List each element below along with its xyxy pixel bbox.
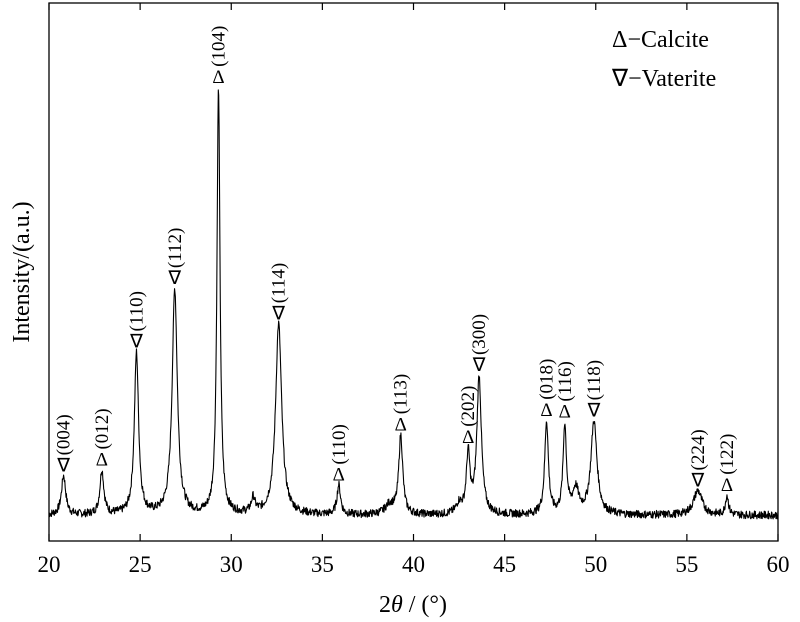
peak-hkl-label: (110) [126,291,147,331]
legend-symbol-calcite: Δ [612,27,627,53]
x-tick-label: 45 [493,552,516,577]
peak-hkl-label: (104) [208,26,229,67]
vaterite-marker: ∇ [472,355,486,376]
calcite-marker: Δ [395,414,407,435]
vaterite-marker: ∇ [167,268,181,289]
legend-item-vaterite: ∇−Vaterite [611,66,716,92]
y-axis-title: Intensity/(a.u.) [9,201,35,342]
calcite-marker: Δ [462,427,474,448]
peak-hkl-label: (110) [329,424,350,464]
legend-label-vaterite: −Vaterite [628,66,716,92]
calcite-marker: Δ [333,465,345,486]
peak-hkl-label: (004) [54,414,75,455]
vaterite-marker: ∇ [587,400,601,421]
legend: Δ−Calcite ∇−Vaterite [611,27,716,92]
calcite-marker: Δ [96,450,108,471]
peak-hkl-label: (118) [584,360,605,400]
vaterite-marker: ∇ [690,470,704,491]
peak-annotations: ∇(004)Δ(012)∇(110)∇(112)Δ(104)∇(114)Δ(11… [54,26,738,496]
vaterite-marker: ∇ [271,303,285,324]
x-tick-label: 25 [129,552,152,577]
axis-ticks [48,3,779,541]
x-tick-label: 20 [38,552,61,577]
x-tick-label: 50 [584,552,607,577]
peak-hkl-label: (012) [92,408,113,449]
calcite-marker: Δ [559,402,571,423]
peak-hkl-label: (018) [537,359,558,400]
peak-hkl-label: (122) [717,434,738,475]
x-tick-label: 35 [311,552,334,577]
peak-hkl-label: (114) [269,263,290,303]
x-axis-title: 2θ / (°) [379,592,447,618]
vaterite-marker: ∇ [129,331,143,352]
x-tick-label: 60 [767,552,790,577]
x-tick-label: 30 [220,552,243,577]
diffraction-pattern-line [48,89,779,520]
x-tick-labels: 20 25 30 35 40 45 50 55 60 [38,552,790,577]
calcite-marker: Δ [212,67,224,88]
x-tick-label: 55 [675,552,698,577]
vaterite-marker: ∇ [56,455,70,476]
peak-hkl-label: (300) [469,314,490,355]
peak-hkl-label: (202) [458,386,479,427]
legend-symbol-vaterite: ∇ [611,66,629,92]
peak-hkl-label: (112) [165,228,186,268]
calcite-marker: Δ [721,475,733,496]
peak-hkl-label: (224) [688,429,709,470]
legend-item-calcite: Δ−Calcite [612,27,709,53]
peak-hkl-label: (113) [391,374,412,414]
peak-hkl-label: (116) [555,361,576,401]
calcite-marker: Δ [540,400,552,421]
x-tick-label: 40 [402,552,425,577]
legend-label-calcite: −Calcite [627,27,709,53]
